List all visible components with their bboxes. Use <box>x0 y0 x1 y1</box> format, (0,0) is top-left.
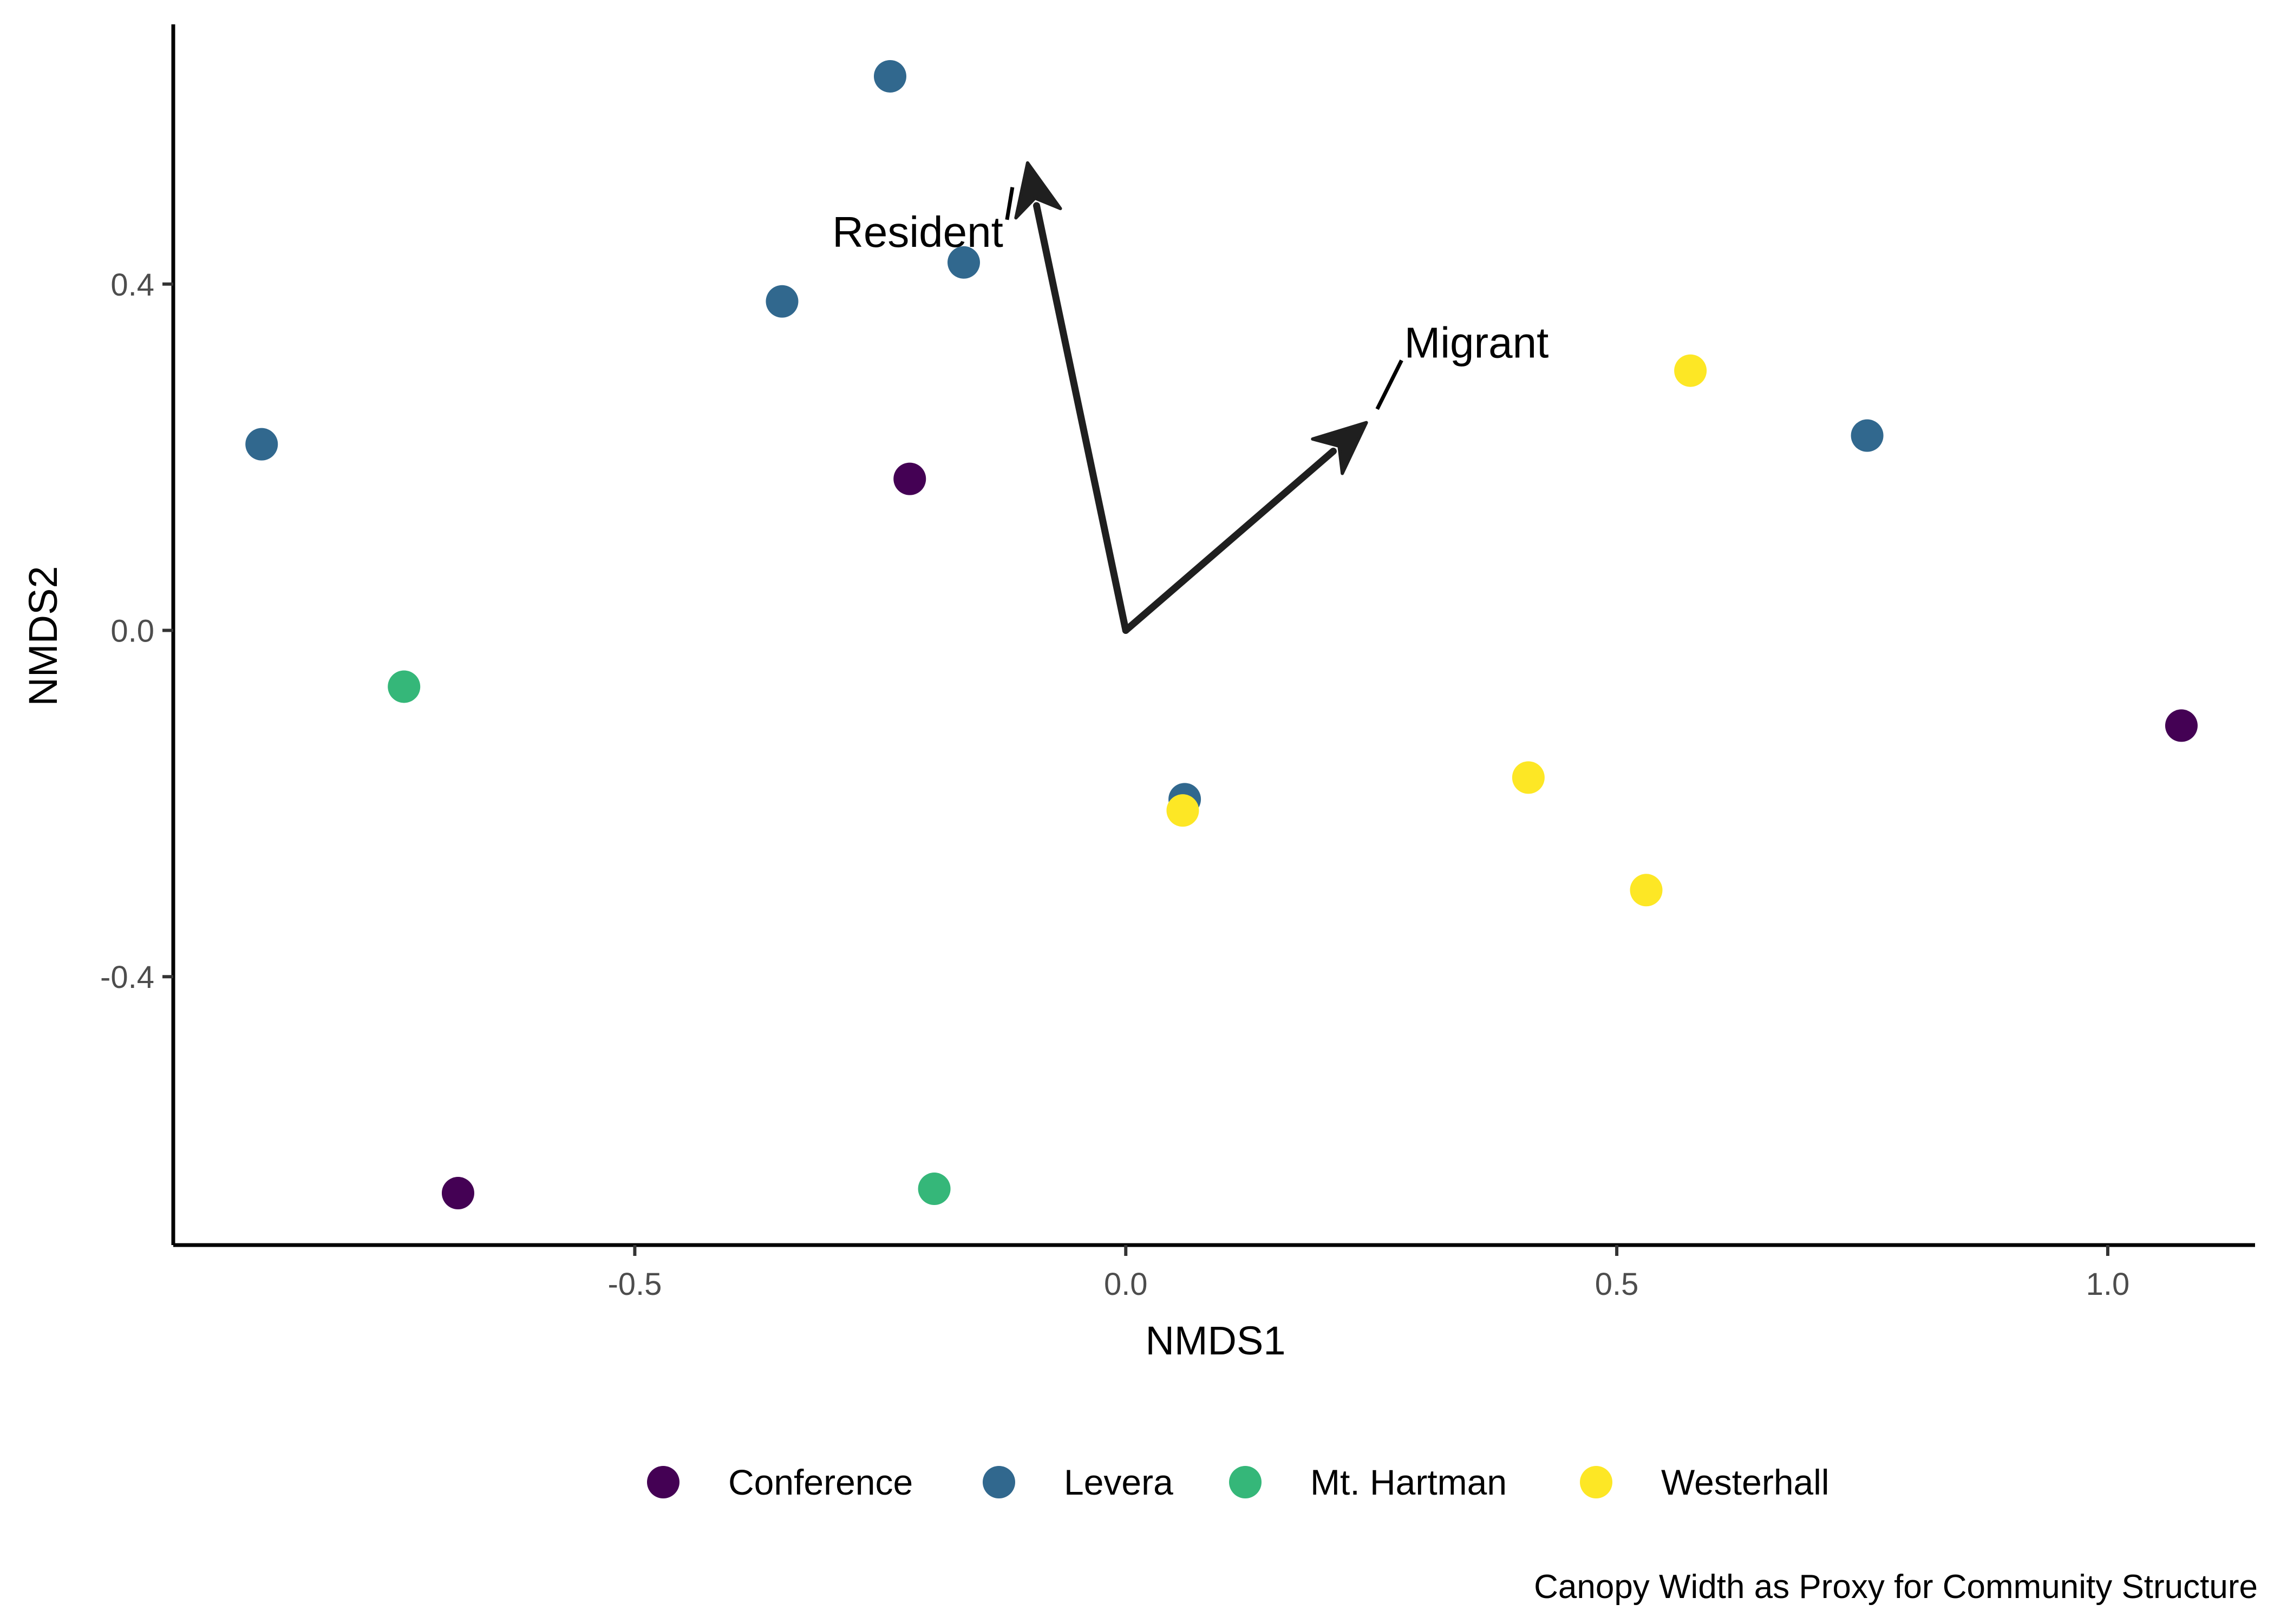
vector-resident-line <box>1033 202 1129 634</box>
point-westerhall-4 <box>1166 794 1199 827</box>
vector-migrant-label: Migrant <box>1404 319 1549 367</box>
legend-label-levera: Levera <box>1064 1462 1173 1502</box>
point-conference-2 <box>441 1177 474 1210</box>
point-levera-4 <box>245 428 278 461</box>
legend-label-conference: Conference <box>728 1462 913 1502</box>
point-levera-5 <box>1851 419 1884 452</box>
vector-migrant-line <box>1122 447 1337 634</box>
point-levera-2 <box>948 246 981 279</box>
point-levera-3 <box>766 285 799 318</box>
points-layer <box>245 60 2198 1210</box>
chart-caption: Canopy Width as Proxy for Community Stru… <box>1534 1568 2258 1606</box>
legend: Conference Levera Mt. Hartman Westerhall <box>647 1462 1829 1502</box>
vector-migrant-arrowhead <box>1311 421 1368 475</box>
point-westerhall-1 <box>1674 354 1707 387</box>
legend-key-westerhall <box>1580 1466 1612 1498</box>
vector-resident-leader <box>1005 187 1015 220</box>
axes-layer: -0.5 0.0 0.5 1.0 -0.4 0.0 0.4 <box>100 24 2255 1302</box>
vector-migrant-leader <box>1375 359 1403 410</box>
y-tick-label-3: 0.4 <box>110 267 154 303</box>
vectors-layer: Resident Migrant <box>832 161 1549 634</box>
x-tick-label-1: -0.5 <box>607 1267 662 1302</box>
point-westerhall-2 <box>1512 761 1545 794</box>
vector-resident-arrowhead <box>1014 161 1062 220</box>
legend-key-mt-hartman <box>1229 1466 1262 1498</box>
legend-label-westerhall: Westerhall <box>1661 1462 1829 1502</box>
x-tick-label-4: 1.0 <box>2086 1267 2130 1302</box>
vector-resident-label: Resident <box>832 208 1003 256</box>
point-mt-hartman-2 <box>918 1173 951 1206</box>
x-tick-label-3: 0.5 <box>1595 1267 1639 1302</box>
point-mt-hartman-1 <box>388 670 421 703</box>
y-tick-label-2: 0.0 <box>110 614 154 649</box>
legend-key-levera <box>983 1466 1015 1498</box>
point-westerhall-3 <box>1630 874 1663 907</box>
x-tick-label-2: 0.0 <box>1104 1267 1148 1302</box>
x-axis-title: NMDS1 <box>1145 1318 1285 1363</box>
point-levera-1 <box>873 60 906 93</box>
point-conference-3 <box>2165 709 2198 742</box>
y-tick-label-1: -0.4 <box>100 960 154 995</box>
point-conference-1 <box>893 462 926 495</box>
legend-key-conference <box>647 1466 679 1498</box>
y-axis-title: NMDS2 <box>21 566 66 706</box>
legend-label-mt-hartman: Mt. Hartman <box>1310 1462 1507 1502</box>
